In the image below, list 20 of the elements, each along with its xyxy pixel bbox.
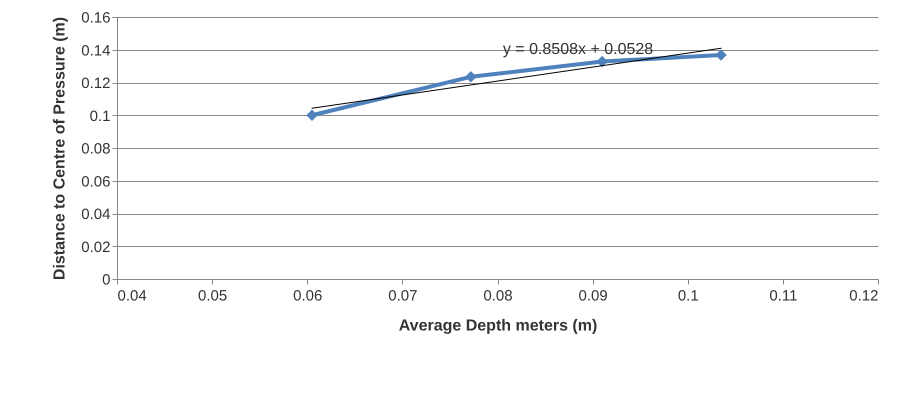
y-tick-label: 0.12 bbox=[81, 75, 110, 92]
x-tick-label: 0.09 bbox=[578, 288, 608, 304]
y-tick-label: 0.14 bbox=[81, 42, 110, 60]
y-tick-label: 0.08 bbox=[81, 140, 110, 158]
y-tick-label: 0.04 bbox=[81, 206, 110, 223]
x-tick-label: 0.04 bbox=[118, 288, 147, 304]
x-tick-label: 0.08 bbox=[483, 288, 513, 304]
x-tick-label: 0.05 bbox=[198, 288, 228, 304]
y-tick-label: 0.06 bbox=[81, 173, 110, 190]
y-tick-label: 0.02 bbox=[81, 238, 110, 256]
y-tick-label: 0 bbox=[102, 272, 110, 288]
y-axis-title: Distance to Centre of Pressure (m) bbox=[51, 16, 68, 280]
x-tick-label: 0.1 bbox=[678, 288, 699, 304]
x-tick-label: 0.11 bbox=[769, 288, 798, 304]
x-tick-label: 0.07 bbox=[388, 288, 418, 304]
x-tick-label: 0.12 bbox=[849, 288, 878, 304]
y-tick-label: 0.16 bbox=[81, 10, 110, 26]
x-tick-label: 0.06 bbox=[293, 288, 322, 304]
y-tick-label: 0.1 bbox=[90, 108, 110, 125]
x-axis-title: Average Depth meters (m) bbox=[398, 318, 598, 334]
